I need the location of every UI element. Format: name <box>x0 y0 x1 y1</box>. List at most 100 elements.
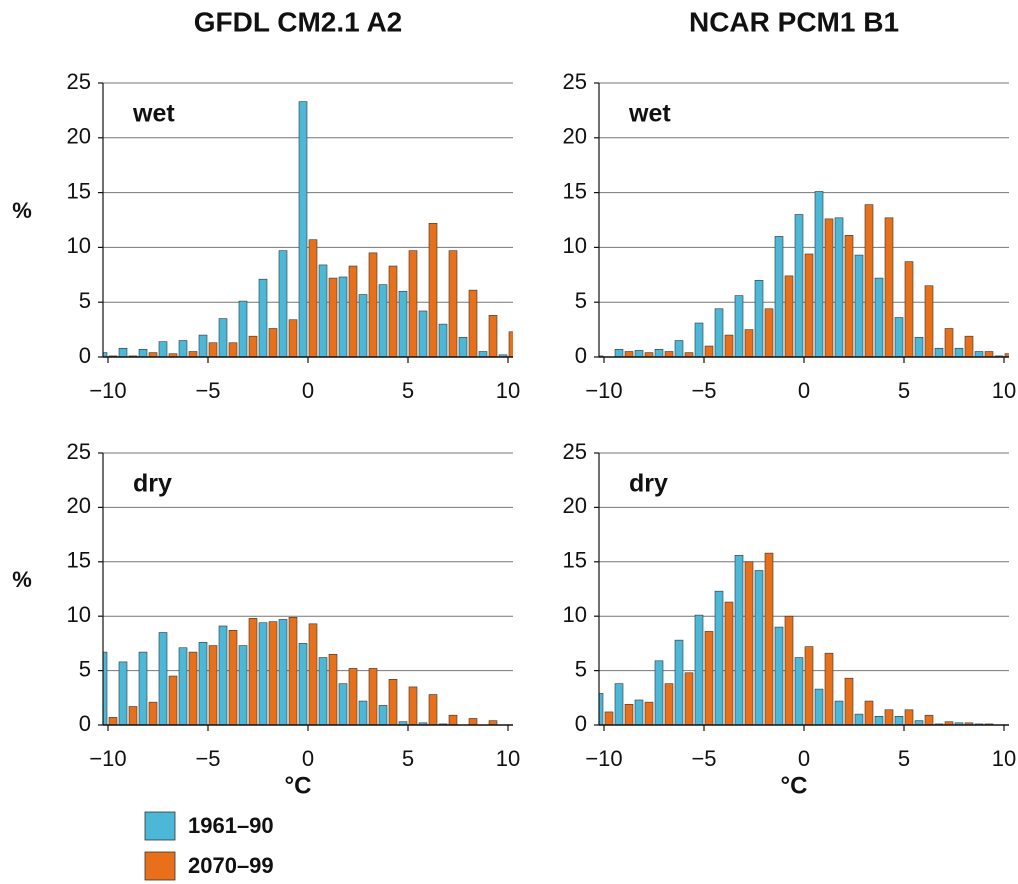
y-axis-label: % <box>12 198 32 223</box>
bar <box>368 252 378 358</box>
bar <box>624 704 634 726</box>
bar <box>914 336 924 358</box>
bar <box>744 329 754 358</box>
x-tick-label: −5 <box>195 746 220 771</box>
bar <box>974 351 984 358</box>
bar <box>754 279 764 358</box>
bar <box>674 340 684 358</box>
bar <box>258 622 268 726</box>
x-tick-label: 5 <box>402 746 414 771</box>
bars <box>599 191 1009 358</box>
y-tick-label: 20 <box>563 493 587 518</box>
panel-title: GFDL CM2.1 A2 <box>194 6 402 37</box>
y-tick-label: 0 <box>79 343 91 368</box>
y-tick-label: 20 <box>563 124 587 149</box>
bar <box>228 342 238 358</box>
bar <box>804 646 814 726</box>
y-tick-label: 15 <box>563 548 587 573</box>
bar <box>684 672 694 726</box>
bar <box>158 632 168 726</box>
bar <box>844 677 854 726</box>
y-tick-label: 0 <box>79 711 91 736</box>
bar <box>634 699 644 726</box>
bar <box>744 561 754 726</box>
bar <box>278 250 288 358</box>
bar <box>954 347 964 358</box>
bar <box>654 660 664 726</box>
bar <box>318 657 328 726</box>
bar <box>408 250 418 358</box>
bars <box>599 552 994 726</box>
bar <box>804 253 814 358</box>
x-axis-label: °C <box>781 772 808 799</box>
bar <box>288 319 298 358</box>
bar <box>864 204 874 358</box>
legend-label: 2070–99 <box>188 853 274 878</box>
y-tick-label: 25 <box>563 439 587 464</box>
bar <box>824 652 834 726</box>
bar <box>478 351 488 358</box>
bar <box>118 347 128 358</box>
bar <box>168 675 178 726</box>
bar <box>864 700 874 726</box>
bar <box>408 686 418 726</box>
y-tick-label: 0 <box>575 343 587 368</box>
x-tick-label: 0 <box>798 746 810 771</box>
legend-swatch <box>144 851 176 881</box>
bar <box>458 336 468 358</box>
bar <box>348 668 358 726</box>
bar <box>318 264 328 358</box>
bar <box>208 645 218 726</box>
x-tick-label: −10 <box>89 378 126 403</box>
bar <box>854 713 864 726</box>
bar <box>884 217 894 358</box>
bar <box>103 352 108 358</box>
bar <box>634 350 644 358</box>
bar <box>784 275 794 358</box>
x-tick-label: −10 <box>585 746 622 771</box>
bar <box>328 653 338 726</box>
bar <box>128 706 138 726</box>
bar <box>604 711 614 726</box>
bar <box>644 701 654 726</box>
x-tick-label: 5 <box>898 746 910 771</box>
legend-swatch <box>144 811 176 841</box>
bar <box>844 235 854 358</box>
bar <box>734 554 744 726</box>
bar <box>238 645 248 726</box>
x-tick-label: 10 <box>992 378 1016 403</box>
bar <box>834 700 844 726</box>
bar <box>358 294 368 358</box>
bar <box>614 683 624 726</box>
y-tick-label: 10 <box>563 233 587 258</box>
bar <box>338 683 348 726</box>
bar <box>328 277 338 358</box>
bar <box>774 236 784 358</box>
bar <box>944 328 954 358</box>
x-tick-label: −5 <box>691 746 716 771</box>
y-tick-label: 15 <box>67 548 91 573</box>
bar <box>934 347 944 358</box>
bar <box>358 700 368 726</box>
bar <box>854 254 864 358</box>
bar <box>714 308 724 358</box>
y-tick-label: 15 <box>67 178 91 203</box>
bar <box>814 191 824 358</box>
bar <box>724 334 734 358</box>
bar <box>599 693 604 726</box>
panel-annotation: dry <box>629 470 668 498</box>
bar <box>178 647 188 726</box>
bar <box>378 705 388 726</box>
bar <box>208 342 218 358</box>
y-tick-label: 10 <box>67 602 91 627</box>
panel-annotation: dry <box>133 470 172 498</box>
y-axis-label: % <box>12 567 32 592</box>
bar <box>468 289 478 358</box>
bar <box>188 351 198 358</box>
y-tick-label: 5 <box>79 288 91 313</box>
bar <box>448 714 458 726</box>
bar <box>388 265 398 358</box>
bar <box>288 616 298 726</box>
bar <box>228 630 238 726</box>
